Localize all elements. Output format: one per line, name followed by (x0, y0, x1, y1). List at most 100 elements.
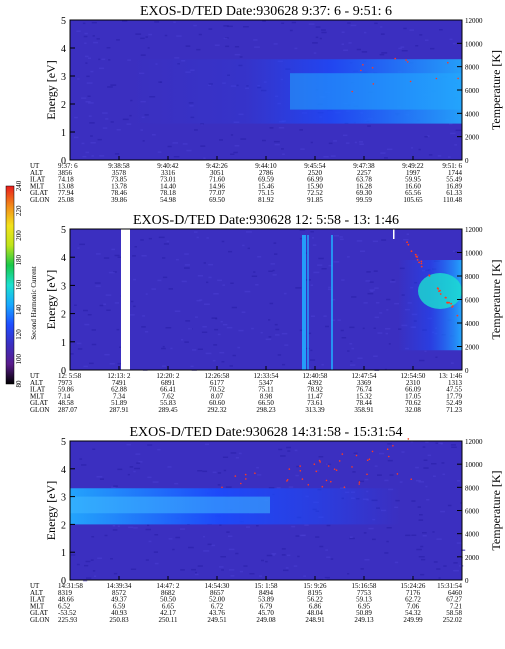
panel-2-ephemeris-cell: 47.55 (446, 386, 462, 394)
panel-3-hot-point (307, 484, 310, 486)
panel-3-ephemeris-cell: 15:24:26 (401, 582, 426, 590)
panel-1-ephemeris-row-label: GLON (30, 196, 49, 204)
panel-3-title: EXOS-D/TED Date:930628 14:31:58 - 15:31:… (130, 425, 403, 440)
panel-2-ephemeris-cell: 12:33:54 (254, 372, 279, 380)
panel-2-ephemeris-row-label: MLT (30, 392, 45, 400)
colorbar-tick-label: 240 (15, 180, 23, 191)
panel-3-ephemeris-cell: 14:39:34 (107, 582, 132, 590)
panel-3-ephemeris-cell: 6.59 (113, 602, 126, 610)
panel-2-ephemeris-cell: 60.60 (209, 399, 225, 407)
panel-1-ephemeris-cell: 13.08 (58, 182, 74, 190)
panel-1-ephemeris-cell: 16.28 (356, 182, 372, 190)
panel-3-ephemeris-row-label: GLAT (30, 609, 49, 617)
panel-3-ephemeris-cell: 8494 (259, 589, 274, 597)
panel-3-ephemeris-cell: 6.72 (211, 602, 224, 610)
panel-1-ephemeris-cell: 9:37: 6 (58, 162, 78, 170)
panel-3-flux-core (70, 496, 270, 514)
panel-2-vertical-streak (302, 235, 306, 370)
panel-1-ephemeris-cell: 73.85 (111, 176, 127, 184)
panel-3-y2tick-label: 6000 (465, 508, 480, 516)
panel-2-ephemeris-cell: 15.32 (356, 392, 372, 400)
panel-3-hot-point (313, 463, 316, 466)
panel-1-ephemeris-cell: 9:40:42 (157, 162, 179, 170)
panel-2-ytick-label: 0 (61, 366, 66, 377)
panel-1-y2tick-label: 10000 (465, 40, 483, 48)
panel-3-y2tick-label: 0 (465, 577, 469, 585)
panel-1-ephemeris-cell: 73.01 (160, 176, 176, 184)
panel-3-ephemeris-cell: 15: 1:58 (254, 582, 278, 590)
panel-2-ephemeris-cell: 76.74 (356, 386, 372, 394)
panel-2-y2tick-label: 2000 (465, 344, 480, 352)
panel-2-ephemeris-row-label: ALT (30, 379, 44, 387)
panel-2-ytick-label: 1 (61, 338, 66, 349)
panel-2-ephemeris-cell: 78.44 (356, 399, 372, 407)
panel-1-ylabel: Energy [eV] (44, 60, 58, 119)
panel-3-hot-point (368, 458, 371, 461)
panel-1-ephemeris-cell: 1997 (406, 169, 421, 177)
panel-1-y2tick-label: 6000 (465, 87, 480, 95)
panel-1-ephemeris-cell: 110.48 (443, 196, 462, 204)
panel-1-ephemeris-cell: 69.50 (209, 196, 225, 204)
panel-1-flux-core (290, 73, 462, 110)
panel-2-ephemeris-cell: 55.83 (160, 399, 176, 407)
panel-2-ephemeris-row-label: UT (30, 372, 40, 380)
panel-3-ephemeris-cell: 7176 (406, 589, 421, 597)
panel-3-ytick-label: 3 (61, 493, 66, 504)
panel-2-data-gap (121, 229, 130, 370)
panel-2-ytick-label: 3 (61, 281, 66, 292)
panel-2-ephemeris-cell: 1313 (448, 379, 463, 387)
panel-3-ephemeris-cell: 6.79 (260, 602, 273, 610)
panel-2-hot-point (456, 314, 459, 317)
panel-3-ephemeris-cell: 225.93 (58, 616, 78, 624)
panel-3-ephemeris-cell: 42.17 (160, 609, 176, 617)
panel-3-hot-point (366, 473, 368, 476)
panel-2-ephemeris-cell: 17.79 (446, 392, 462, 400)
panel-2-hot-point (439, 293, 442, 295)
panel-2-ephemeris-cell: 8.07 (211, 392, 224, 400)
panel-1-ephemeris-cell: 2257 (357, 169, 372, 177)
panel-2-y2tick-label: 6000 (465, 297, 480, 305)
panel-2-hot-point (407, 243, 410, 246)
panel-3-y2tick-label: 2000 (465, 554, 480, 562)
panel-2-y2tick-label: 10000 (465, 250, 483, 258)
panel-2-y2tick-label: 8000 (465, 273, 480, 281)
panel-2-ephemeris-cell: 12:13: 2 (107, 372, 131, 380)
colorbar-tick-label: 140 (15, 304, 23, 315)
panel-3-ephemeris-cell: 43.76 (209, 609, 225, 617)
colorbar-tick-label: 160 (15, 279, 23, 290)
panel-1-ephemeris-cell: 15.90 (307, 182, 323, 190)
panel-2-hot-point (414, 253, 417, 256)
panel-1-ytick-label: 2 (61, 100, 66, 111)
panel-3-ephemeris-cell: 8682 (161, 589, 176, 597)
panel-3-ephemeris-cell: 250.83 (109, 616, 129, 624)
panel-1-ephemeris-cell: 77.07 (209, 189, 225, 197)
panel-2-hot-point (450, 302, 452, 305)
panel-1-hot-point (405, 59, 407, 61)
panel-3-ephemeris-cell: 50.50 (160, 596, 176, 604)
panel-3-ephemeris-cell: 15:31:54 (437, 582, 462, 590)
panel-3-ephemeris-cell: 15:16:58 (352, 582, 377, 590)
panel-1-ephemeris-cell: 1744 (448, 169, 463, 177)
panel-3-hot-point (371, 450, 374, 453)
panel-3-hot-point (343, 486, 346, 489)
panel-3-ephemeris-cell: 58.58 (446, 609, 462, 617)
panel-3-hot-point (299, 470, 302, 472)
panel-3-ephemeris-cell: 40.93 (111, 609, 127, 617)
panel-3-hot-point (338, 460, 341, 462)
panel-3-ephemeris-cell: 8195 (308, 589, 323, 597)
panel-1-ephemeris-cell: 9:45:54 (304, 162, 326, 170)
panel-1-ephemeris-cell: 99.59 (356, 196, 372, 204)
panel-3-y2tick-label: 8000 (465, 484, 480, 492)
panel-1-ephemeris-cell: 9:51: 6 (442, 162, 462, 170)
panel-1-ephemeris-cell: 59.95 (405, 176, 421, 184)
panel-3-ephemeris-cell: 249.13 (354, 616, 374, 624)
panel-2-ephemeris-row-label: GLON (30, 406, 49, 414)
panel-1-ephemeris-cell: 55.49 (446, 176, 462, 184)
panel-3-ephemeris-cell: 249.08 (256, 616, 276, 624)
panel-3-ytick-label: 2 (61, 520, 66, 531)
panel-2-flux-region (121, 229, 462, 370)
panel-3-ytick-label: 5 (61, 437, 66, 448)
panel-3-ephemeris-row-label: UT (30, 582, 40, 590)
panel-3-ephemeris-cell: 7.21 (450, 602, 463, 610)
panel-1-ephemeris-cell: 54.98 (160, 196, 176, 204)
